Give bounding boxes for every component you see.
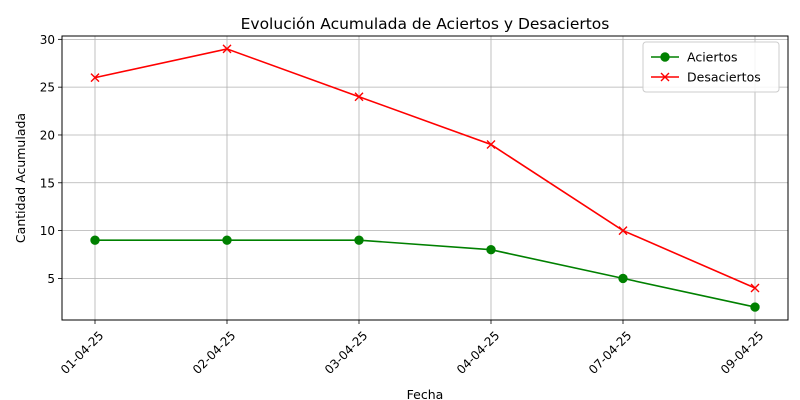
data-point-aciertos xyxy=(618,273,628,284)
data-point-desaciertos xyxy=(90,73,100,83)
y-tick-label: 25 xyxy=(40,81,55,95)
series-desaciertos xyxy=(90,44,760,293)
chart-title: Evolución Acumulada de Aciertos y Desaci… xyxy=(241,15,610,33)
series-aciertos xyxy=(90,235,760,312)
y-axis-label: Cantidad Acumulada xyxy=(13,113,28,243)
data-point-desaciertos xyxy=(354,92,364,102)
data-point-aciertos xyxy=(354,235,364,245)
y-tick-label: 30 xyxy=(40,33,55,47)
data-point-desaciertos xyxy=(750,283,760,293)
y-tick-label: 5 xyxy=(47,272,55,286)
data-point-aciertos xyxy=(90,235,100,245)
y-tick-label: 10 xyxy=(40,224,55,238)
legend-box xyxy=(642,41,780,93)
data-point-desaciertos xyxy=(222,44,232,54)
y-tick-label: 20 xyxy=(40,128,55,142)
legend-label-aciertos: Aciertos xyxy=(687,50,738,65)
legend-marker-aciertos xyxy=(660,52,670,62)
data-point-aciertos xyxy=(486,245,496,255)
data-point-aciertos xyxy=(750,302,760,312)
series-layer xyxy=(90,44,760,312)
plot-frame xyxy=(61,35,789,321)
data-point-desaciertos xyxy=(618,226,628,236)
data-point-desaciertos xyxy=(486,140,496,150)
series-line-aciertos xyxy=(95,239,756,308)
data-point-aciertos xyxy=(222,235,232,245)
legend-marker-desaciertos xyxy=(660,72,670,82)
series-line-desaciertos xyxy=(94,48,756,289)
legend-item-desaciertos: Desaciertos xyxy=(651,70,761,85)
x-axis-label: Fecha xyxy=(407,387,444,400)
y-tick-label: 15 xyxy=(40,176,55,190)
legend-label-desaciertos: Desaciertos xyxy=(687,70,761,85)
legend-item-aciertos: Aciertos xyxy=(651,50,738,65)
legend: Aciertos Desaciertos xyxy=(642,41,780,93)
